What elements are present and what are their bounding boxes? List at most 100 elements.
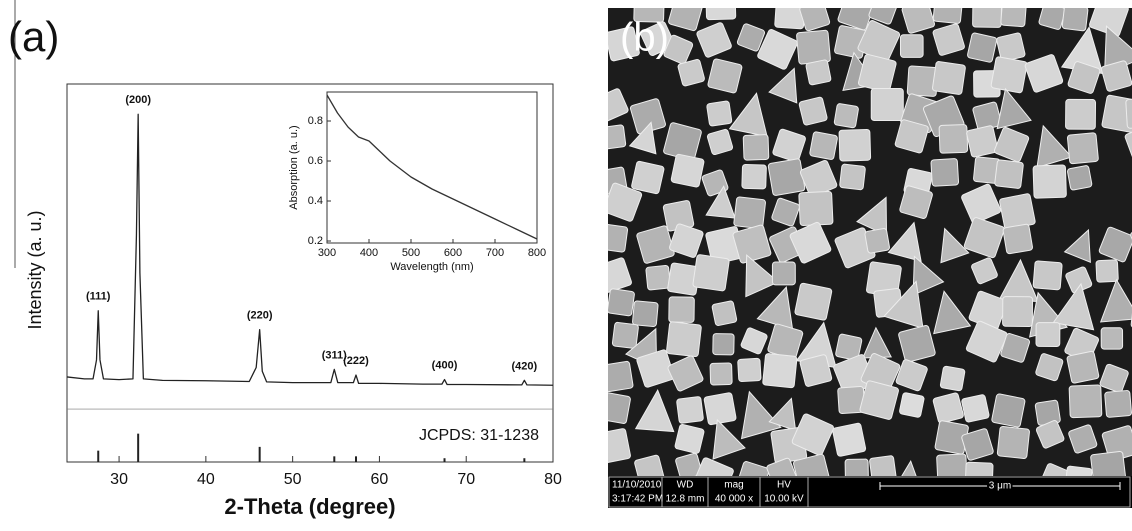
particle: [931, 158, 959, 186]
particle: [991, 393, 1025, 427]
particle: [704, 392, 737, 425]
hv: 10.00 kV: [764, 494, 804, 505]
particle: [595, 428, 631, 464]
particle: [772, 262, 795, 285]
peak-label: (200): [125, 94, 151, 106]
particle: [794, 283, 832, 321]
particle: [932, 61, 966, 95]
particle: [1096, 260, 1118, 282]
particle: [1067, 351, 1100, 384]
peak-label: (420): [512, 360, 538, 372]
particle: [865, 228, 890, 253]
particle: [940, 366, 965, 391]
particle: [1105, 390, 1132, 417]
mag-label: mag: [724, 480, 743, 491]
particle: [858, 54, 897, 93]
x-axis-label: 2-Theta (degree): [224, 494, 395, 519]
particle: [839, 164, 865, 190]
particle: [768, 158, 805, 195]
particle: [806, 59, 832, 85]
particle: [602, 361, 633, 392]
wd: 12.8 mm: [666, 494, 705, 505]
x-tick-label: 40: [197, 471, 215, 488]
particle: [669, 297, 695, 323]
particle: [871, 88, 903, 120]
x-tick-label: 400: [360, 247, 378, 259]
y-tick-label: 0.4: [308, 195, 323, 207]
scale-label: 3 μm: [989, 481, 1011, 492]
particle: [599, 224, 628, 253]
particle: [1067, 133, 1098, 164]
particle: [710, 363, 732, 385]
particle: [997, 426, 1030, 459]
particle: [967, 32, 997, 62]
x-tick-label: 70: [457, 471, 475, 488]
particle: [799, 354, 832, 387]
x-tick-label: 600: [444, 247, 462, 259]
particle: [809, 131, 838, 160]
wd-label: WD: [677, 480, 694, 491]
particle: [734, 197, 766, 229]
x-tick-label: 30: [110, 471, 128, 488]
particle: [1033, 165, 1066, 198]
y-axis-label: Intensity (a. u.): [25, 210, 45, 329]
y-tick-label: 0.6: [308, 155, 323, 167]
particle: [743, 135, 769, 161]
particle: [1036, 323, 1060, 347]
peak-label: (111): [86, 291, 111, 303]
particle: [706, 101, 732, 127]
particle: [839, 129, 871, 161]
particle: [646, 265, 671, 290]
x-tick-label: 700: [486, 247, 504, 259]
x-tick-label: 60: [371, 471, 389, 488]
peak-label: (220): [247, 310, 273, 322]
reference-label: JCPDS: 31-1238: [419, 427, 539, 444]
particle: [712, 301, 738, 327]
particle: [671, 154, 705, 188]
particle: [632, 301, 658, 327]
particle: [834, 103, 859, 128]
particle: [1003, 297, 1033, 327]
y-axis-label: Absorption (a. u.): [288, 125, 300, 209]
particle: [707, 58, 742, 93]
time: 3:17:42 PM: [612, 494, 663, 505]
particle: [674, 424, 704, 454]
particle: [900, 35, 923, 58]
particle: [961, 394, 989, 422]
particle: [713, 334, 734, 355]
peak-label: (222): [343, 355, 369, 367]
particle: [601, 125, 626, 150]
particle: [676, 396, 703, 423]
particle: [1067, 165, 1092, 190]
particle: [899, 392, 924, 417]
panel-label: (b): [620, 16, 669, 60]
particle: [738, 358, 761, 381]
particle: [666, 322, 701, 357]
x-tick-label: 80: [544, 471, 562, 488]
particle: [939, 125, 968, 154]
particle: [1069, 385, 1102, 418]
date: 11/10/2010: [612, 480, 662, 491]
hv-label: HV: [777, 480, 791, 491]
peak-label: (400): [432, 360, 458, 372]
particle: [1066, 99, 1096, 129]
particle: [994, 160, 1023, 189]
x-tick-label: 800: [528, 247, 546, 259]
particle: [999, 193, 1036, 230]
particle: [973, 0, 1002, 27]
plot-frame: [327, 92, 537, 243]
particle: [832, 423, 866, 457]
particle: [1062, 5, 1088, 31]
particle: [933, 0, 963, 24]
x-tick-label: 300: [318, 247, 336, 259]
mag: 40 000 x: [715, 494, 753, 505]
particle: [599, 392, 631, 424]
particle: [991, 56, 1028, 93]
x-axis-label: Wavelength (nm): [390, 261, 473, 273]
particle: [706, 0, 736, 20]
particle: [796, 30, 830, 64]
particle: [1001, 1, 1027, 27]
particle: [631, 161, 664, 194]
particle: [693, 254, 730, 291]
sem-image: (b) 11/10/2010 3:17:42 PM WD 12.8 mm mag…: [595, 0, 1132, 526]
